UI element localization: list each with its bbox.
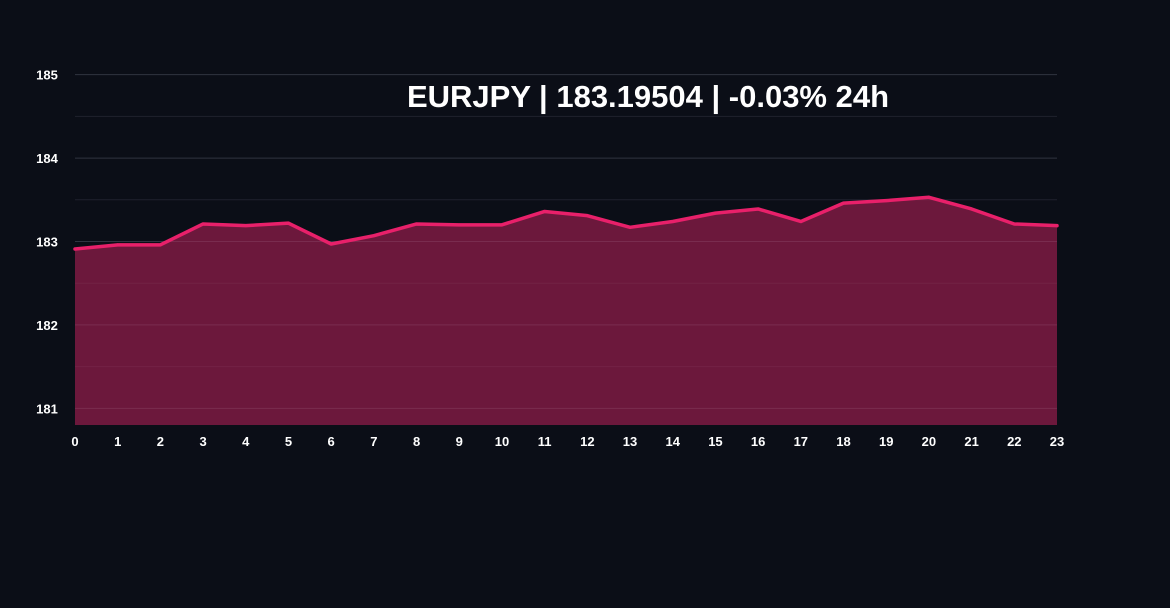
x-tick-label: 11	[538, 434, 552, 449]
data-point-9	[457, 223, 461, 227]
data-point-5	[286, 221, 290, 225]
x-tick-label: 6	[328, 434, 335, 449]
data-point-7	[372, 234, 376, 238]
data-point-23	[1055, 224, 1059, 228]
series-line	[73, 195, 1059, 251]
x-tick-label: 21	[964, 434, 978, 449]
x-tick-label: 0	[71, 434, 78, 449]
x-tick-label: 19	[879, 434, 893, 449]
data-point-2	[158, 243, 162, 247]
x-tick-label: 5	[285, 434, 292, 449]
y-tick-label: 185	[36, 68, 58, 83]
data-point-3	[201, 222, 205, 226]
x-tick-label: 9	[456, 434, 463, 449]
y-tick-label: 183	[36, 235, 58, 250]
data-point-6	[329, 242, 333, 246]
x-tick-label: 13	[623, 434, 637, 449]
area-fill	[75, 197, 1057, 425]
data-point-4	[244, 224, 248, 228]
x-tick-label: 22	[1007, 434, 1021, 449]
x-tick-label: 1	[114, 434, 121, 449]
chart-title: EURJPY | 183.19504 | -0.03% 24h	[407, 79, 889, 114]
x-tick-label: 7	[370, 434, 377, 449]
data-point-10	[500, 223, 504, 227]
data-point-14	[671, 219, 675, 223]
x-tick-label: 20	[922, 434, 936, 449]
data-point-12	[585, 214, 589, 218]
x-tick-label: 14	[666, 434, 681, 449]
y-tick-label: 184	[36, 151, 58, 166]
data-point-18	[842, 201, 846, 205]
data-point-8	[415, 222, 419, 226]
x-tick-label: 10	[495, 434, 509, 449]
data-point-17	[799, 219, 803, 223]
x-tick-label: 15	[708, 434, 722, 449]
x-tick-label: 18	[836, 434, 850, 449]
data-point-13	[628, 225, 632, 229]
data-point-15	[713, 211, 717, 215]
data-point-1	[116, 243, 120, 247]
y-tick-label: 182	[36, 318, 58, 333]
area-layer	[75, 74, 1057, 425]
x-tick-label: 4	[242, 434, 250, 449]
data-point-0	[73, 247, 77, 251]
x-axis: 0 1 2 3 4 5 6 7 8 9 10 11 12 13 14 15 16 17 18 19 20 21 22 23	[71, 434, 1064, 449]
y-axis: 181 182 183 184 185	[36, 68, 58, 417]
x-tick-label: 8	[413, 434, 420, 449]
x-tick-label: 2	[157, 434, 164, 449]
data-point-22	[1012, 222, 1016, 226]
data-point-21	[970, 207, 974, 211]
data-point-20	[927, 195, 931, 199]
x-tick-label: 23	[1050, 434, 1064, 449]
x-tick-label: 12	[580, 434, 594, 449]
data-point-16	[756, 207, 760, 211]
y-tick-label: 181	[36, 401, 58, 416]
x-tick-label: 16	[751, 434, 765, 449]
x-tick-label: 3	[199, 434, 206, 449]
line-layer	[73, 195, 1059, 251]
x-tick-label: 17	[794, 434, 808, 449]
data-point-19	[884, 199, 888, 203]
data-point-11	[543, 209, 547, 213]
